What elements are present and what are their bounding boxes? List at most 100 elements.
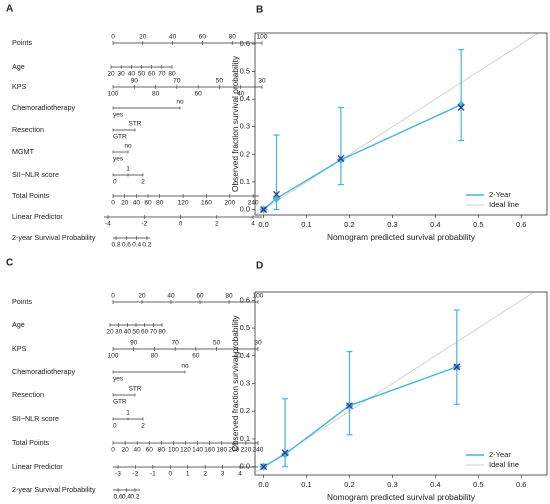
scale-tick-label: 60: [195, 91, 203, 98]
point-marker: [336, 155, 345, 164]
point-marker: [457, 100, 466, 109]
scale-tick-label: 0: [111, 200, 115, 207]
series-line: [263, 104, 462, 211]
row-label: Linear Predictor: [12, 212, 63, 221]
scale-tick-label: 20: [121, 200, 129, 207]
panel-label: C: [6, 258, 13, 269]
panel-label: B: [256, 5, 263, 16]
panel-label: D: [256, 261, 263, 272]
scale-tick-label: -1: [150, 471, 156, 478]
row-label: Total Points: [12, 438, 50, 447]
scale-tick-label: 50: [213, 340, 221, 347]
scale-tick-label: 80: [152, 91, 160, 98]
y-axis-label: Observed fraction survival probability: [230, 315, 240, 452]
scale-tick-label: 0.6: [122, 242, 131, 249]
row-label: SII−NLR score: [12, 170, 59, 179]
scale-tick-label: 60: [141, 329, 149, 336]
legend-label: Ideal line: [489, 460, 519, 469]
y-tick-label: 0.2: [240, 406, 250, 415]
scale-tick-label: -2: [141, 221, 147, 228]
scale-tick-label: 60: [192, 353, 200, 360]
cross-marker: [346, 402, 353, 410]
scale-tick-label: 0.6: [114, 494, 123, 501]
scale-tick-label: 50: [216, 78, 224, 85]
row-label: Resection: [12, 390, 44, 399]
scale-tick-label: 30: [258, 78, 266, 85]
row-label: Resection: [12, 125, 44, 134]
row-label: Total Points: [12, 191, 50, 200]
scale-tick-label: 160: [204, 447, 215, 454]
scale-tick-label: 0.8: [112, 242, 121, 249]
scale-tick-label: 0.2: [130, 494, 139, 501]
cross-marker: [260, 206, 268, 213]
scale-tick-label: 40: [133, 200, 141, 207]
scale-tick-label: 60: [144, 200, 152, 207]
level-label: yes: [113, 376, 124, 383]
scale-tick-label: 240: [253, 447, 264, 454]
scale-tick-label: 140: [192, 447, 203, 454]
scale-tick-label: 0.4: [122, 494, 131, 501]
row-label: MGMT: [12, 147, 35, 156]
plot-frame: [254, 291, 548, 476]
scale-tick-label: 80: [158, 329, 166, 336]
x-tick-label: 0.3: [387, 220, 397, 229]
scale-tick-label: 80: [229, 34, 237, 41]
scale-tick-label: 60: [148, 71, 156, 78]
y-tick-label: 0.6: [240, 295, 250, 304]
y-tick-label: 0.6: [240, 39, 250, 48]
scale-tick-label: 40: [128, 71, 136, 78]
level-label: 1: [126, 166, 130, 173]
scale-tick-label: 200: [224, 200, 235, 207]
x-tick-label: 0.4: [430, 220, 440, 229]
row-label: 2-year Survival Probability: [12, 485, 96, 494]
y-tick-label: 0.1: [240, 434, 250, 443]
scale-tick-label: 180: [216, 447, 227, 454]
scale-tick-label: 30: [115, 329, 123, 336]
scale-tick-label: 50: [132, 329, 140, 336]
scale-tick-label: 90: [130, 340, 138, 347]
plot-frame: [254, 32, 548, 216]
level-label: 0: [113, 423, 117, 430]
x-tick-label: 0.5: [473, 220, 483, 229]
scale-tick-label: 200: [228, 447, 239, 454]
y-tick-label: 0.2: [240, 149, 250, 158]
y-tick-label: 0.3: [240, 122, 250, 131]
scale-tick-label: 80: [158, 447, 166, 454]
level-label: yes: [113, 156, 124, 163]
x-tick-label: 0.5: [473, 480, 483, 489]
x-axis-label: Nomogram predicted survival probability: [327, 232, 476, 242]
x-tick-label: 0.2: [344, 480, 354, 489]
level-label: 2: [141, 423, 145, 430]
row-label: Chemoradiotherapy: [12, 103, 76, 112]
row-label: Points: [12, 38, 32, 47]
scale-tick-label: 50: [138, 71, 146, 78]
level-label: no: [124, 143, 132, 150]
scale-tick-label: 70: [158, 71, 166, 78]
scale-tick-label: 0: [111, 293, 115, 300]
scale-tick-label: 100: [108, 91, 119, 98]
cross-marker: [457, 103, 465, 111]
x-tick-label: 0.1: [301, 480, 311, 489]
panel-label: A: [6, 4, 13, 15]
x-tick-label: 0.4: [430, 480, 440, 489]
scale-tick-label: 90: [131, 78, 139, 85]
scale-tick-label: 40: [234, 353, 242, 360]
y-tick-label: 0.5: [240, 323, 250, 332]
x-axis-label: Nomogram predicted survival probability: [327, 492, 476, 502]
scale-tick-label: 240: [248, 200, 259, 207]
scale-tick-label: 4: [238, 471, 242, 478]
scale-tick-label: 0.4: [132, 242, 141, 249]
scale-tick-label: 160: [201, 200, 212, 207]
row-label: Points: [12, 297, 32, 306]
legend-label: 2-Year: [489, 450, 511, 459]
scale-tick-label: 120: [178, 200, 189, 207]
scale-tick-label: 100: [108, 353, 119, 360]
x-tick-label: 0.3: [387, 480, 397, 489]
scale-tick-label: 60: [196, 293, 204, 300]
reference-line: [254, 32, 539, 216]
scale-tick-label: 20: [107, 71, 115, 78]
x-tick-label: 0.0: [258, 220, 268, 229]
scale-tick-label: -2: [133, 471, 139, 478]
level-label: 2: [141, 179, 145, 186]
scale-tick-label: 40: [134, 447, 142, 454]
